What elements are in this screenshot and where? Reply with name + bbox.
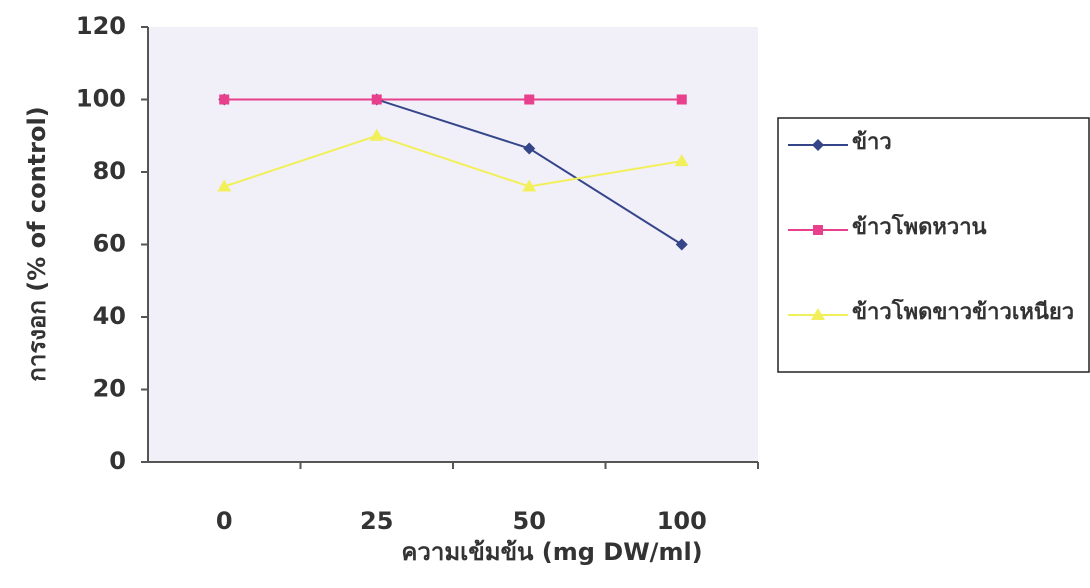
legend-text: ข้าวโพดขาวข้าวเหนียว	[852, 299, 1084, 327]
y-tick-label: 40	[93, 302, 126, 330]
legend-label: ข้าว	[852, 129, 1084, 193]
y-tick-label: 20	[93, 375, 126, 403]
marker	[677, 95, 687, 105]
marker	[372, 95, 382, 105]
marker	[219, 95, 229, 105]
x-tick-label: 0	[216, 507, 233, 535]
x-tick-label: 50	[513, 507, 546, 535]
legend-label: ข้าวโพดขาวข้าวเหนียว	[852, 299, 1084, 363]
legend-text: ข้าวโพดหวาน	[852, 214, 1084, 242]
legend-text: ข้าว	[852, 129, 1084, 157]
y-tick-label: 120	[76, 12, 126, 40]
marker	[524, 95, 534, 105]
y-axis-label: การงอก (% of control)	[23, 106, 51, 381]
x-tick-label: 25	[360, 507, 393, 535]
plot-area	[148, 27, 758, 462]
x-axis-label: ความเข้มข้น (mg DW/ml)	[401, 538, 702, 566]
y-tick-label: 0	[109, 447, 126, 475]
y-tick-label: 100	[76, 85, 126, 113]
marker	[813, 225, 823, 235]
y-tick-label: 60	[93, 230, 126, 258]
y-tick-label: 80	[93, 157, 126, 185]
legend-label: ข้าวโพดหวาน	[852, 214, 1084, 278]
x-tick-label: 100	[657, 507, 707, 535]
